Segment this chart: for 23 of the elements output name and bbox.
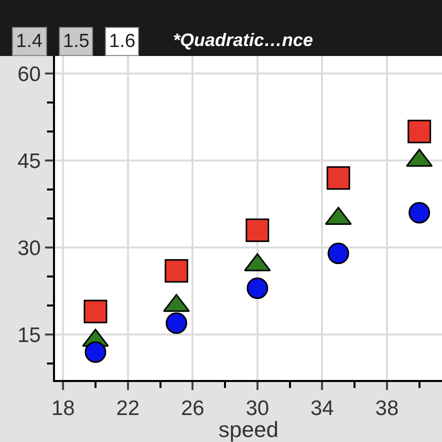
x-tick-label: 22	[116, 397, 140, 420]
point	[328, 242, 350, 264]
y-tick-label: 60	[17, 62, 41, 86]
point	[246, 278, 268, 299]
point	[166, 312, 188, 334]
x-tick-label: 18	[51, 397, 75, 420]
point	[164, 259, 188, 283]
text: 1.4	[16, 31, 43, 52]
point	[84, 341, 106, 363]
point	[326, 166, 350, 190]
y-tick-label: 15	[17, 324, 41, 348]
point	[246, 218, 270, 242]
y-tick-label: 45	[17, 150, 41, 173]
x-tick-label: 38	[375, 397, 399, 420]
y-tick-label: 30	[17, 236, 41, 260]
point	[408, 202, 430, 224]
text: 1.6	[109, 31, 136, 52]
chart-title: *Quadratic…nce	[173, 30, 314, 50]
point	[84, 300, 108, 324]
point	[408, 120, 432, 144]
x-tick-label: 26	[180, 397, 204, 420]
x-tick-label: 34	[310, 397, 334, 420]
text: 1.5	[63, 31, 90, 52]
